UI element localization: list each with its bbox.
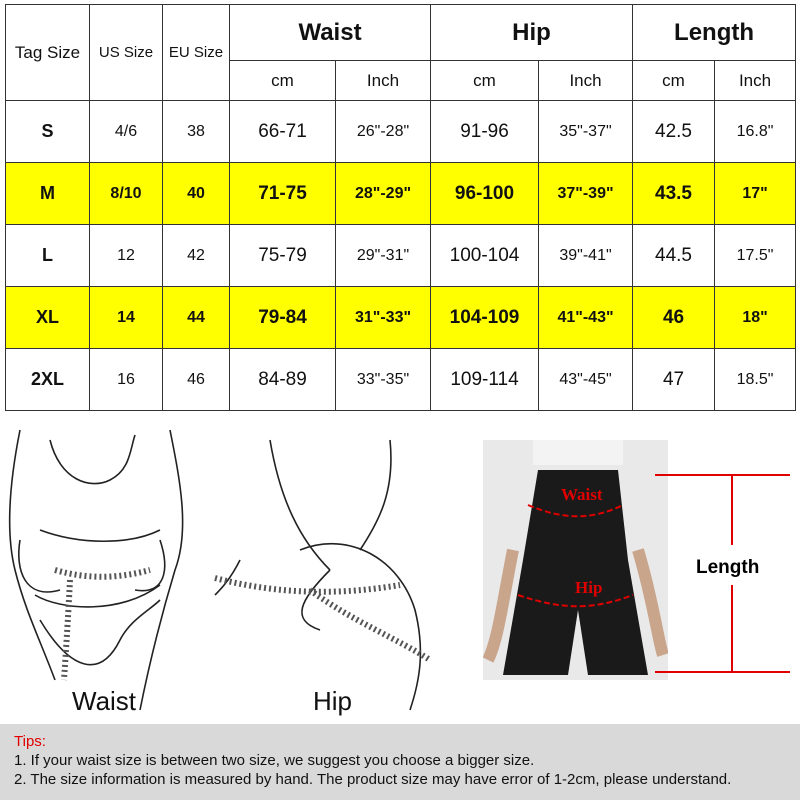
cell-tag: L <box>5 224 90 287</box>
cell-len-in: 17.5" <box>714 224 797 287</box>
cell-hip-cm: 109-114 <box>430 348 539 411</box>
shapewear-shorts-image <box>482 440 669 675</box>
cell-us: 8/10 <box>89 162 163 225</box>
measurement-illustration <box>8 429 432 711</box>
tip-line-1: 1. If your waist size is between two siz… <box>14 752 535 769</box>
cell-eu: 46 <box>162 348 230 411</box>
cell-len-in: 17" <box>714 162 797 225</box>
cell-hip-in: 39"-41" <box>537 224 634 287</box>
header-us-size: US Size <box>89 4 163 101</box>
waist-tape-icon <box>54 567 151 681</box>
cell-waist-in: 31"-33" <box>335 286 431 349</box>
cell-waist-in: 33"-35" <box>335 348 431 411</box>
cell-hip-cm: 91-96 <box>430 100 539 163</box>
header-length: Length <box>632 4 797 61</box>
cell-waist-cm: 84-89 <box>229 348 336 411</box>
cell-waist-in: 26"-28" <box>335 100 431 163</box>
subheader-waist-inch: Inch <box>335 60 431 101</box>
model-photo: Waist Hip <box>482 440 669 680</box>
table-row: S 4/6 38 66-71 26"-28" 91-96 35"-37" 42.5 16.8" <box>5 100 797 163</box>
cell-len-in: 18.5" <box>714 348 797 411</box>
subheader-hip-inch: Inch <box>537 60 634 101</box>
cell-hip-cm: 96-100 <box>430 162 539 225</box>
cell-tag: S <box>5 100 90 163</box>
cell-len-cm: 43.5 <box>632 162 716 225</box>
cell-eu: 44 <box>162 286 230 349</box>
cell-hip-in: 35"-37" <box>537 100 634 163</box>
tips-box: Tips: 1. If your waist size is between t… <box>0 724 800 800</box>
cell-us: 12 <box>89 224 163 287</box>
cell-eu: 40 <box>162 162 230 225</box>
cell-hip-cm: 104-109 <box>430 286 539 349</box>
length-label: Length <box>696 557 760 578</box>
waist-illustration-label: Waist <box>72 686 137 716</box>
cell-tag: 2XL <box>5 348 90 411</box>
cell-us: 14 <box>89 286 163 349</box>
cell-eu: 38 <box>162 100 230 163</box>
cell-us: 4/6 <box>89 100 163 163</box>
table-row: M 8/10 40 71-75 28"-29" 96-100 37"-39" 43.5 17" <box>5 162 797 225</box>
header-tag-size: Tag Size <box>5 4 90 101</box>
cell-len-cm: 44.5 <box>632 224 716 287</box>
cell-len-cm: 47 <box>632 348 716 411</box>
length-indicator <box>655 474 790 673</box>
subheader-length-cm: cm <box>632 60 716 101</box>
size-chart-table: Tag Size US Size EU Size Waist Hip Lengt… <box>5 4 797 411</box>
table-row: 2XL 16 46 84-89 33"-35" 109-114 43"-45" 47 18.5" <box>5 348 797 411</box>
cell-tag: XL <box>5 286 90 349</box>
cell-eu: 42 <box>162 224 230 287</box>
cell-hip-in: 43"-45" <box>537 348 634 411</box>
waist-figure <box>8 429 184 711</box>
hip-figure <box>214 439 422 711</box>
hip-illustration-label: Hip <box>313 686 353 716</box>
subheader-waist-cm: cm <box>229 60 336 101</box>
cell-hip-cm: 100-104 <box>430 224 539 287</box>
table-row: L 12 42 75-79 29"-31" 100-104 39"-41" 44.5 17.5" <box>5 224 797 287</box>
cell-tag: M <box>5 162 90 225</box>
tip-line-2: 2. The size information is measured by h… <box>14 771 732 788</box>
hip-tape-icon <box>214 575 432 663</box>
header-hip: Hip <box>429 4 634 61</box>
header-eu-size: EU Size <box>162 4 230 101</box>
subheader-hip-cm: cm <box>430 60 539 101</box>
cell-waist-cm: 79-84 <box>229 286 336 349</box>
cell-waist-cm: 75-79 <box>229 224 336 287</box>
tips-title: Tips: <box>14 733 46 750</box>
cell-len-cm: 46 <box>632 286 716 349</box>
cell-hip-in: 41"-43" <box>537 286 634 349</box>
cell-hip-in: 37"-39" <box>537 162 634 225</box>
header-waist: Waist <box>229 4 431 61</box>
cell-waist-cm: 71-75 <box>229 162 336 225</box>
cell-us: 16 <box>89 348 163 411</box>
subheader-length-inch: Inch <box>714 60 797 101</box>
table-row: XL 14 44 79-84 31"-33" 104-109 41"-43" 46 18" <box>5 286 797 349</box>
cell-waist-cm: 66-71 <box>229 100 336 163</box>
cell-len-in: 16.8" <box>714 100 797 163</box>
cell-waist-in: 28"-29" <box>335 162 431 225</box>
photo-hip-label: Hip <box>575 578 603 597</box>
cell-len-cm: 42.5 <box>632 100 716 163</box>
photo-waist-label: Waist <box>561 485 603 504</box>
cell-waist-in: 29"-31" <box>335 224 431 287</box>
cell-len-in: 18" <box>714 286 797 349</box>
